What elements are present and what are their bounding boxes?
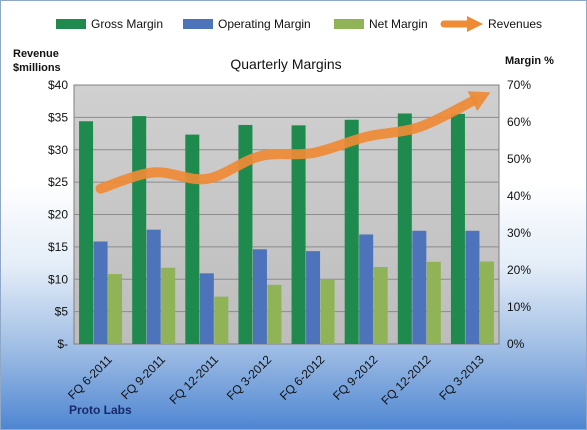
right-axis-tick-label: 30% [507, 226, 531, 240]
right-axis-tick-label: 70% [507, 78, 531, 92]
left-axis-title-line-2: $millions [13, 62, 61, 74]
bar-net-margin [267, 284, 282, 344]
x-axis-tick-label: FQ 3-2013 [436, 352, 487, 403]
legend-swatch-gross-margin [56, 19, 86, 29]
left-axis-tick-label: $5 [55, 305, 69, 319]
legend-label-operating-margin: Operating Margin [218, 17, 311, 31]
bar-operating-margin [252, 249, 267, 344]
left-axis-tick-label: $10 [48, 272, 68, 286]
bar-operating-margin [146, 229, 161, 344]
bar-operating-margin [465, 230, 480, 344]
legend-item-revenues: Revenues [440, 16, 542, 32]
left-axis-tick-label: $20 [48, 208, 68, 222]
left-axis-tick-label: $25 [48, 175, 68, 189]
left-axis-tick-label: $35 [48, 110, 68, 124]
right-axis-tick-label: 0% [507, 337, 525, 351]
bar-operating-margin [93, 241, 108, 344]
x-axis-tick-label: FQ 9-2011 [118, 352, 168, 402]
legend-label-gross-margin: Gross Margin [91, 17, 163, 31]
bar-net-margin [161, 267, 176, 344]
x-axis-tick-label: FQ 9-2012 [330, 352, 381, 403]
legend-swatch-operating-margin [183, 19, 213, 29]
bar-operating-margin [412, 230, 427, 344]
right-axis-tick-label: 10% [507, 300, 531, 314]
brand-label: Proto Labs [69, 403, 132, 417]
right-axis-tick-label: 60% [507, 115, 531, 129]
revenue-series [95, 91, 491, 194]
legend: Gross Margin Operating Margin Net Margin… [56, 16, 542, 32]
legend-arrowhead-icon [467, 16, 483, 32]
legend-item-gross-margin: Gross Margin [56, 17, 163, 31]
bar-gross-margin [397, 113, 412, 345]
bar-net-margin [479, 261, 494, 344]
x-axis-tick-label: FQ 6-2012 [277, 352, 328, 403]
right-axis-tick-label: 20% [507, 263, 531, 277]
left-axis-tick-label: $15 [48, 240, 68, 254]
bar-net-margin [373, 267, 388, 344]
x-axis-tick-label: FQ 6-2011 [65, 352, 115, 402]
bar-gross-margin [344, 119, 359, 344]
bar-net-margin [108, 274, 123, 344]
x-axis-tick-label: FQ 3-2012 [224, 352, 275, 403]
right-axis-ticks: 0% 10% 20% 30% 40% 50% 60% 70% [507, 78, 531, 351]
left-axis-tick-label: $- [57, 337, 68, 351]
bar-gross-margin [238, 124, 253, 345]
left-axis-title-line-1: Revenue [13, 48, 59, 60]
bar-net-margin [214, 296, 229, 344]
bar-operating-margin [199, 273, 214, 344]
bar-net-margin [320, 279, 335, 344]
bar-gross-margin [450, 113, 465, 344]
left-axis-tick-label: $30 [48, 143, 68, 157]
bar-gross-margin [291, 125, 306, 344]
bar-gross-margin [185, 134, 200, 344]
legend-swatch-net-margin [334, 19, 364, 29]
chart-title: Quarterly Margins [230, 56, 341, 72]
legend-label-revenues: Revenues [488, 17, 542, 31]
legend-item-operating-margin: Operating Margin [183, 17, 311, 31]
legend-label-net-margin: Net Margin [369, 17, 428, 31]
left-axis-tick-label: $40 [48, 78, 68, 92]
right-axis-tick-label: 40% [507, 189, 531, 203]
x-axis-tick-label: FQ 12-2011 [167, 352, 222, 407]
bar-operating-margin [359, 234, 374, 344]
x-axis-tick-label: FQ 12-2012 [378, 352, 433, 407]
revenue-line [95, 96, 478, 194]
bar-operating-margin [306, 251, 321, 344]
bar-gross-margin [79, 121, 94, 344]
bar-gross-margin [132, 116, 147, 344]
legend-item-net-margin: Net Margin [334, 17, 428, 31]
bar-series [79, 113, 494, 345]
left-axis-ticks: $- $5 $10 $15 $20 $25 $30 $35 $40 [48, 78, 68, 351]
right-axis-title: Margin % [505, 55, 554, 67]
revenue-arrowhead [467, 91, 491, 112]
bar-net-margin [426, 261, 441, 344]
right-axis-tick-label: 50% [507, 152, 531, 166]
